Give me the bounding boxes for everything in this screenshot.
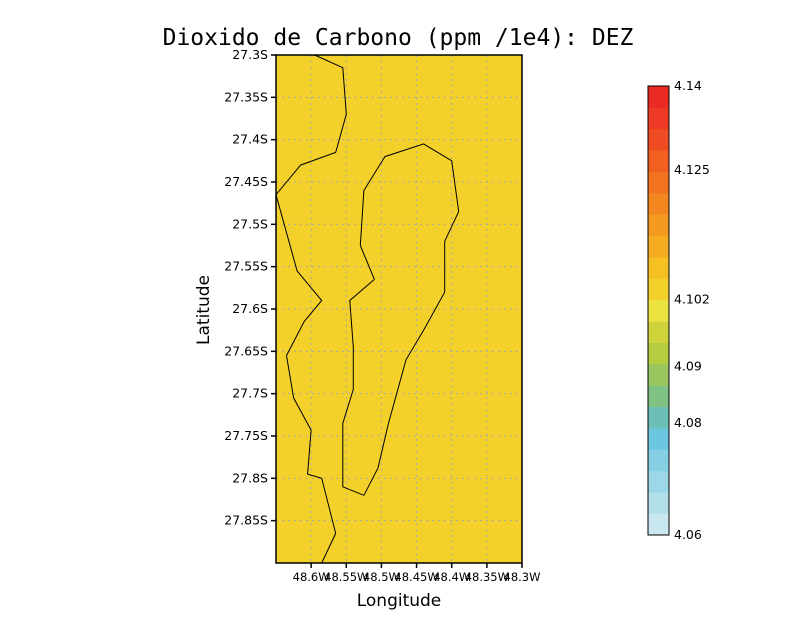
y-tick-label: 27.7S <box>232 386 268 401</box>
y-tick-label: 27.75S <box>224 428 268 443</box>
colorbar-segment <box>648 128 669 151</box>
colorbar-segment <box>648 107 669 130</box>
colorbar-labels: 4.14 4.125 4.102 4.09 4.08 4.06 <box>674 78 710 542</box>
colorbar-frame <box>647 85 670 536</box>
y-axis-label: Latitude <box>194 275 214 345</box>
colorbar-label: 4.14 <box>674 78 702 93</box>
colorbar-segment <box>648 214 669 237</box>
colorbar-label: 4.06 <box>674 527 702 542</box>
colorbar-segment <box>648 406 669 429</box>
x-tick-label: 48.3W <box>504 570 541 584</box>
x-tick-label: 48.55W <box>324 570 368 584</box>
x-tick-label: 48.35W <box>465 570 509 584</box>
colorbar-segment <box>648 299 669 322</box>
x-tick-label: 48.4W <box>433 570 470 584</box>
y-tick-label: 27.65S <box>224 343 268 358</box>
chart-title: Dioxido de Carbono (ppm /1e4): DEZ <box>163 25 634 51</box>
colorbar-segment <box>648 235 669 258</box>
colorbar-segment <box>648 150 669 172</box>
y-tick-label: 27.85S <box>224 513 268 528</box>
y-axis-ticks: 27.3S 27.35S 27.4S 27.45S 27.5S 27.55S 27.6S 27… <box>224 47 276 528</box>
x-tick-label: 48.45W <box>394 570 438 584</box>
colorbar-label: 4.08 <box>674 415 702 430</box>
y-tick-label: 27.55S <box>224 259 268 274</box>
colorbar-segment <box>648 192 669 215</box>
colorbar-segment <box>648 257 669 279</box>
colorbar-label: 4.125 <box>674 162 710 177</box>
y-tick-label: 27.35S <box>224 89 268 104</box>
colorbar-segment <box>648 342 669 365</box>
y-tick-label: 27.5S <box>232 216 268 231</box>
colorbar-segment <box>648 513 669 536</box>
y-tick-label: 27.3S <box>232 47 268 62</box>
colorbar-segment <box>648 171 669 194</box>
colorbar-segment <box>648 470 669 493</box>
coastline <box>275 54 460 564</box>
x-tick-label: 48.6W <box>293 570 330 584</box>
colorbar-segment <box>648 321 669 343</box>
colorbar <box>647 85 670 536</box>
colorbar-segment <box>648 492 669 515</box>
coastline-line <box>342 143 460 496</box>
y-tick-label: 27.4S <box>232 132 268 147</box>
colorbar-segment <box>648 278 669 301</box>
coastline-line <box>275 54 347 564</box>
colorbar-segment <box>648 449 669 472</box>
colorbar-segment <box>648 363 669 386</box>
y-tick-label: 27.45S <box>224 174 268 189</box>
y-tick-label: 27.8S <box>232 470 268 485</box>
x-tick-label: 48.5W <box>363 570 400 584</box>
colorbar-label: 4.09 <box>674 359 702 374</box>
x-axis-label: Longitude <box>357 591 442 611</box>
colorbar-segment <box>648 428 669 450</box>
colorbar-segment <box>648 86 669 108</box>
y-tick-label: 27.6S <box>232 301 268 316</box>
colorbar-segment <box>648 385 669 408</box>
colorbar-label: 4.102 <box>674 291 710 306</box>
